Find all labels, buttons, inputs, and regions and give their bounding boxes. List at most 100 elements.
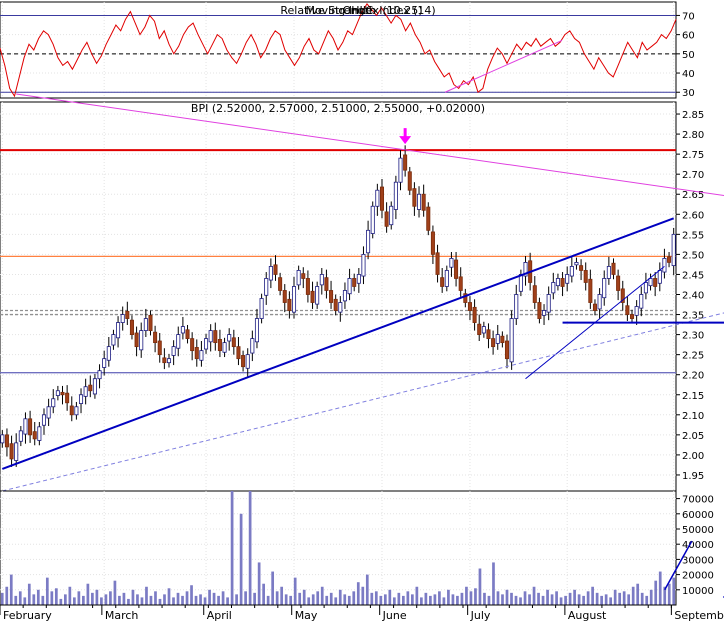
volume-bar: [528, 594, 531, 605]
candle-body: [565, 274, 570, 284]
candle-body: [329, 290, 334, 303]
candle-body: [157, 340, 162, 356]
candle-body: [426, 206, 431, 231]
volume-bar: [280, 586, 284, 605]
candle-body: [111, 334, 116, 346]
volume-bar: [510, 592, 513, 605]
volume-bar: [361, 586, 365, 605]
volume-bar: [658, 571, 662, 605]
candle-body: [245, 354, 250, 369]
price-y-tick-label: 2.00: [682, 451, 704, 462]
volume-bar: [334, 597, 338, 605]
candle-body: [518, 274, 523, 292]
price-y-tick-label: 2.40: [682, 290, 704, 301]
candle-body: [648, 278, 653, 287]
volume-bar: [577, 594, 581, 605]
candle-body: [338, 302, 343, 313]
volume-bar: [203, 597, 207, 605]
x-month-label: March: [105, 609, 139, 622]
price-y-tick-label: 2.60: [682, 210, 704, 221]
candle-body: [120, 314, 125, 323]
candle-body: [46, 406, 51, 419]
volume-bar: [73, 597, 76, 605]
volume-bar: [501, 594, 504, 605]
volume-bar: [573, 589, 576, 605]
volume-bar: [429, 595, 432, 605]
candle-body: [125, 310, 130, 319]
candle-body: [491, 338, 496, 348]
candle-body: [629, 314, 635, 319]
x-axis: February March April May June July August Septe…: [0, 604, 724, 622]
candle-body: [602, 278, 607, 299]
volume-bar: [347, 595, 351, 605]
candle-body: [185, 329, 190, 340]
candle-body: [324, 277, 329, 291]
rsi-line: [0, 3, 677, 98]
x-month-label: May: [295, 609, 318, 622]
x-month-label: August: [568, 609, 607, 622]
volume-bar: [604, 594, 608, 605]
candle-body: [398, 157, 403, 183]
volume-bar: [383, 594, 387, 605]
candle-body: [180, 326, 185, 334]
volume-bar: [447, 589, 450, 605]
volume-y-tick-label: 30000: [682, 555, 714, 566]
candle-body: [204, 338, 209, 350]
volume-bar: [649, 589, 653, 605]
volume-bar: [9, 574, 13, 605]
candle-body: [611, 262, 616, 275]
price-y-tick-label: 2.85: [682, 110, 704, 121]
price-y-tick-label: 2.10: [682, 411, 704, 422]
volume-bar: [36, 589, 40, 605]
x-month-label: July: [470, 609, 491, 622]
candle-body: [162, 357, 167, 364]
candle-body: [227, 334, 232, 342]
candle-body: [495, 334, 500, 344]
volume-bar: [532, 586, 536, 605]
volume-bar: [519, 597, 522, 605]
volume-bar: [442, 597, 446, 605]
rsi-y-tick-label: 40: [682, 69, 695, 80]
volume-bar: [636, 583, 640, 605]
volume-bar: [86, 583, 90, 605]
candle-body: [129, 319, 134, 335]
price-y-tick-label: 2.15: [682, 391, 704, 402]
volume-bar: [406, 591, 410, 605]
volume-bar: [199, 594, 202, 605]
candle-body: [352, 278, 357, 287]
volume-bar: [289, 595, 293, 605]
volume-bar: [226, 597, 229, 605]
candle-body: [444, 270, 449, 287]
candle-body: [305, 278, 310, 295]
volume-bar: [469, 591, 473, 605]
volume-bar: [18, 591, 22, 605]
volume-bar: [32, 594, 36, 605]
volume-bar: [537, 592, 540, 605]
candle-body: [92, 378, 97, 395]
peak-marker-arrow-head: [399, 136, 412, 145]
volume-bar: [411, 594, 414, 605]
candle-body: [250, 338, 255, 354]
volume-bar: [140, 597, 144, 605]
candle-body: [37, 426, 42, 441]
price-y-tick-label: 2.30: [682, 331, 704, 342]
volume-bar: [63, 594, 67, 605]
volume-bar: [136, 594, 139, 605]
volume-y-tick-label: 10000: [682, 586, 714, 597]
candle-body: [231, 337, 236, 348]
candle-body: [102, 358, 107, 368]
rsi-y-tick-label: 70: [682, 11, 695, 22]
candle-body: [523, 262, 528, 277]
candle-body: [463, 293, 468, 303]
volume-bar: [618, 592, 622, 605]
candle-body: [421, 193, 426, 211]
candle-body: [143, 318, 148, 331]
volume-bar: [217, 595, 220, 605]
volume-bar: [284, 594, 288, 605]
volume-bar: [356, 582, 360, 605]
x-month-label: April: [207, 609, 232, 622]
x-month-label: September: [674, 609, 724, 622]
candle-body: [546, 294, 551, 313]
volume-bar: [82, 595, 85, 605]
volume-bar: [23, 597, 27, 605]
